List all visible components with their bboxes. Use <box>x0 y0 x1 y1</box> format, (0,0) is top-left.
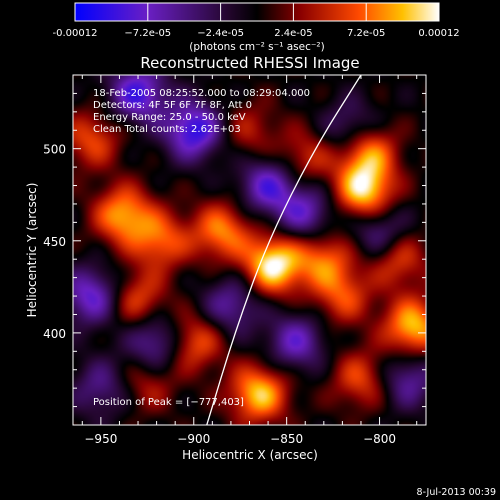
annotation-line: Detectors: 4F 5F 6F 7F 8F, Att 0 <box>93 100 252 111</box>
colorbar-tick-label: −7.2e-05 <box>124 28 171 39</box>
colorbar <box>74 2 440 22</box>
colorbar-tick-label: 7.2e-05 <box>347 28 385 39</box>
y-tick-label: 400 <box>43 327 66 341</box>
heatmap-image <box>73 75 426 425</box>
colorbar-tick-label: 2.4e-05 <box>274 28 312 39</box>
colorbar-tick-label: −2.4e-05 <box>197 28 244 39</box>
annotation-line: Energy Range: 25.0 - 50.0 keV <box>93 112 246 123</box>
colorbar-units: (photons cm⁻² s⁻¹ asec⁻²) <box>189 41 324 53</box>
chart-title: Reconstructed RHESSI Image <box>140 54 359 72</box>
peak-position-label: Position of Peak = [−777,403] <box>93 397 244 408</box>
y-axis-label: Heliocentric Y (arcsec) <box>25 183 39 318</box>
axis-ticks <box>73 75 426 425</box>
colorbar-ticks <box>74 3 440 21</box>
solar-limb-curve <box>206 75 362 425</box>
colorbar-tick-label: 0.00012 <box>418 28 459 39</box>
annotation-line: Clean Total counts: 2.62E+03 <box>93 124 241 135</box>
annotation-line: 18-Feb-2005 08:25:52.000 to 08:29:04.000 <box>93 88 310 99</box>
footer-date: 8-Jul-2013 00:39 <box>417 487 496 498</box>
x-axis-label: Heliocentric X (arcsec) <box>182 448 318 462</box>
x-tick-label: −950 <box>84 432 117 446</box>
annotation-block: 18-Feb-2005 08:25:52.000 to 08:29:04.000… <box>93 88 310 135</box>
colorbar-tick-labels: -0.00012 −7.2e-05 −2.4e-05 2.4e-05 7.2e-05 0.… <box>53 28 460 39</box>
y-tick-label: 450 <box>43 235 66 249</box>
colorbar-tick-label: -0.00012 <box>53 28 98 39</box>
y-tick-labels: 400 450 500 <box>43 143 66 341</box>
y-tick-label: 500 <box>43 143 66 157</box>
x-tick-label: −850 <box>270 432 303 446</box>
x-tick-labels: −950 −900 −850 −800 <box>84 432 396 446</box>
x-tick-label: −900 <box>177 432 210 446</box>
x-tick-label: −800 <box>363 432 396 446</box>
